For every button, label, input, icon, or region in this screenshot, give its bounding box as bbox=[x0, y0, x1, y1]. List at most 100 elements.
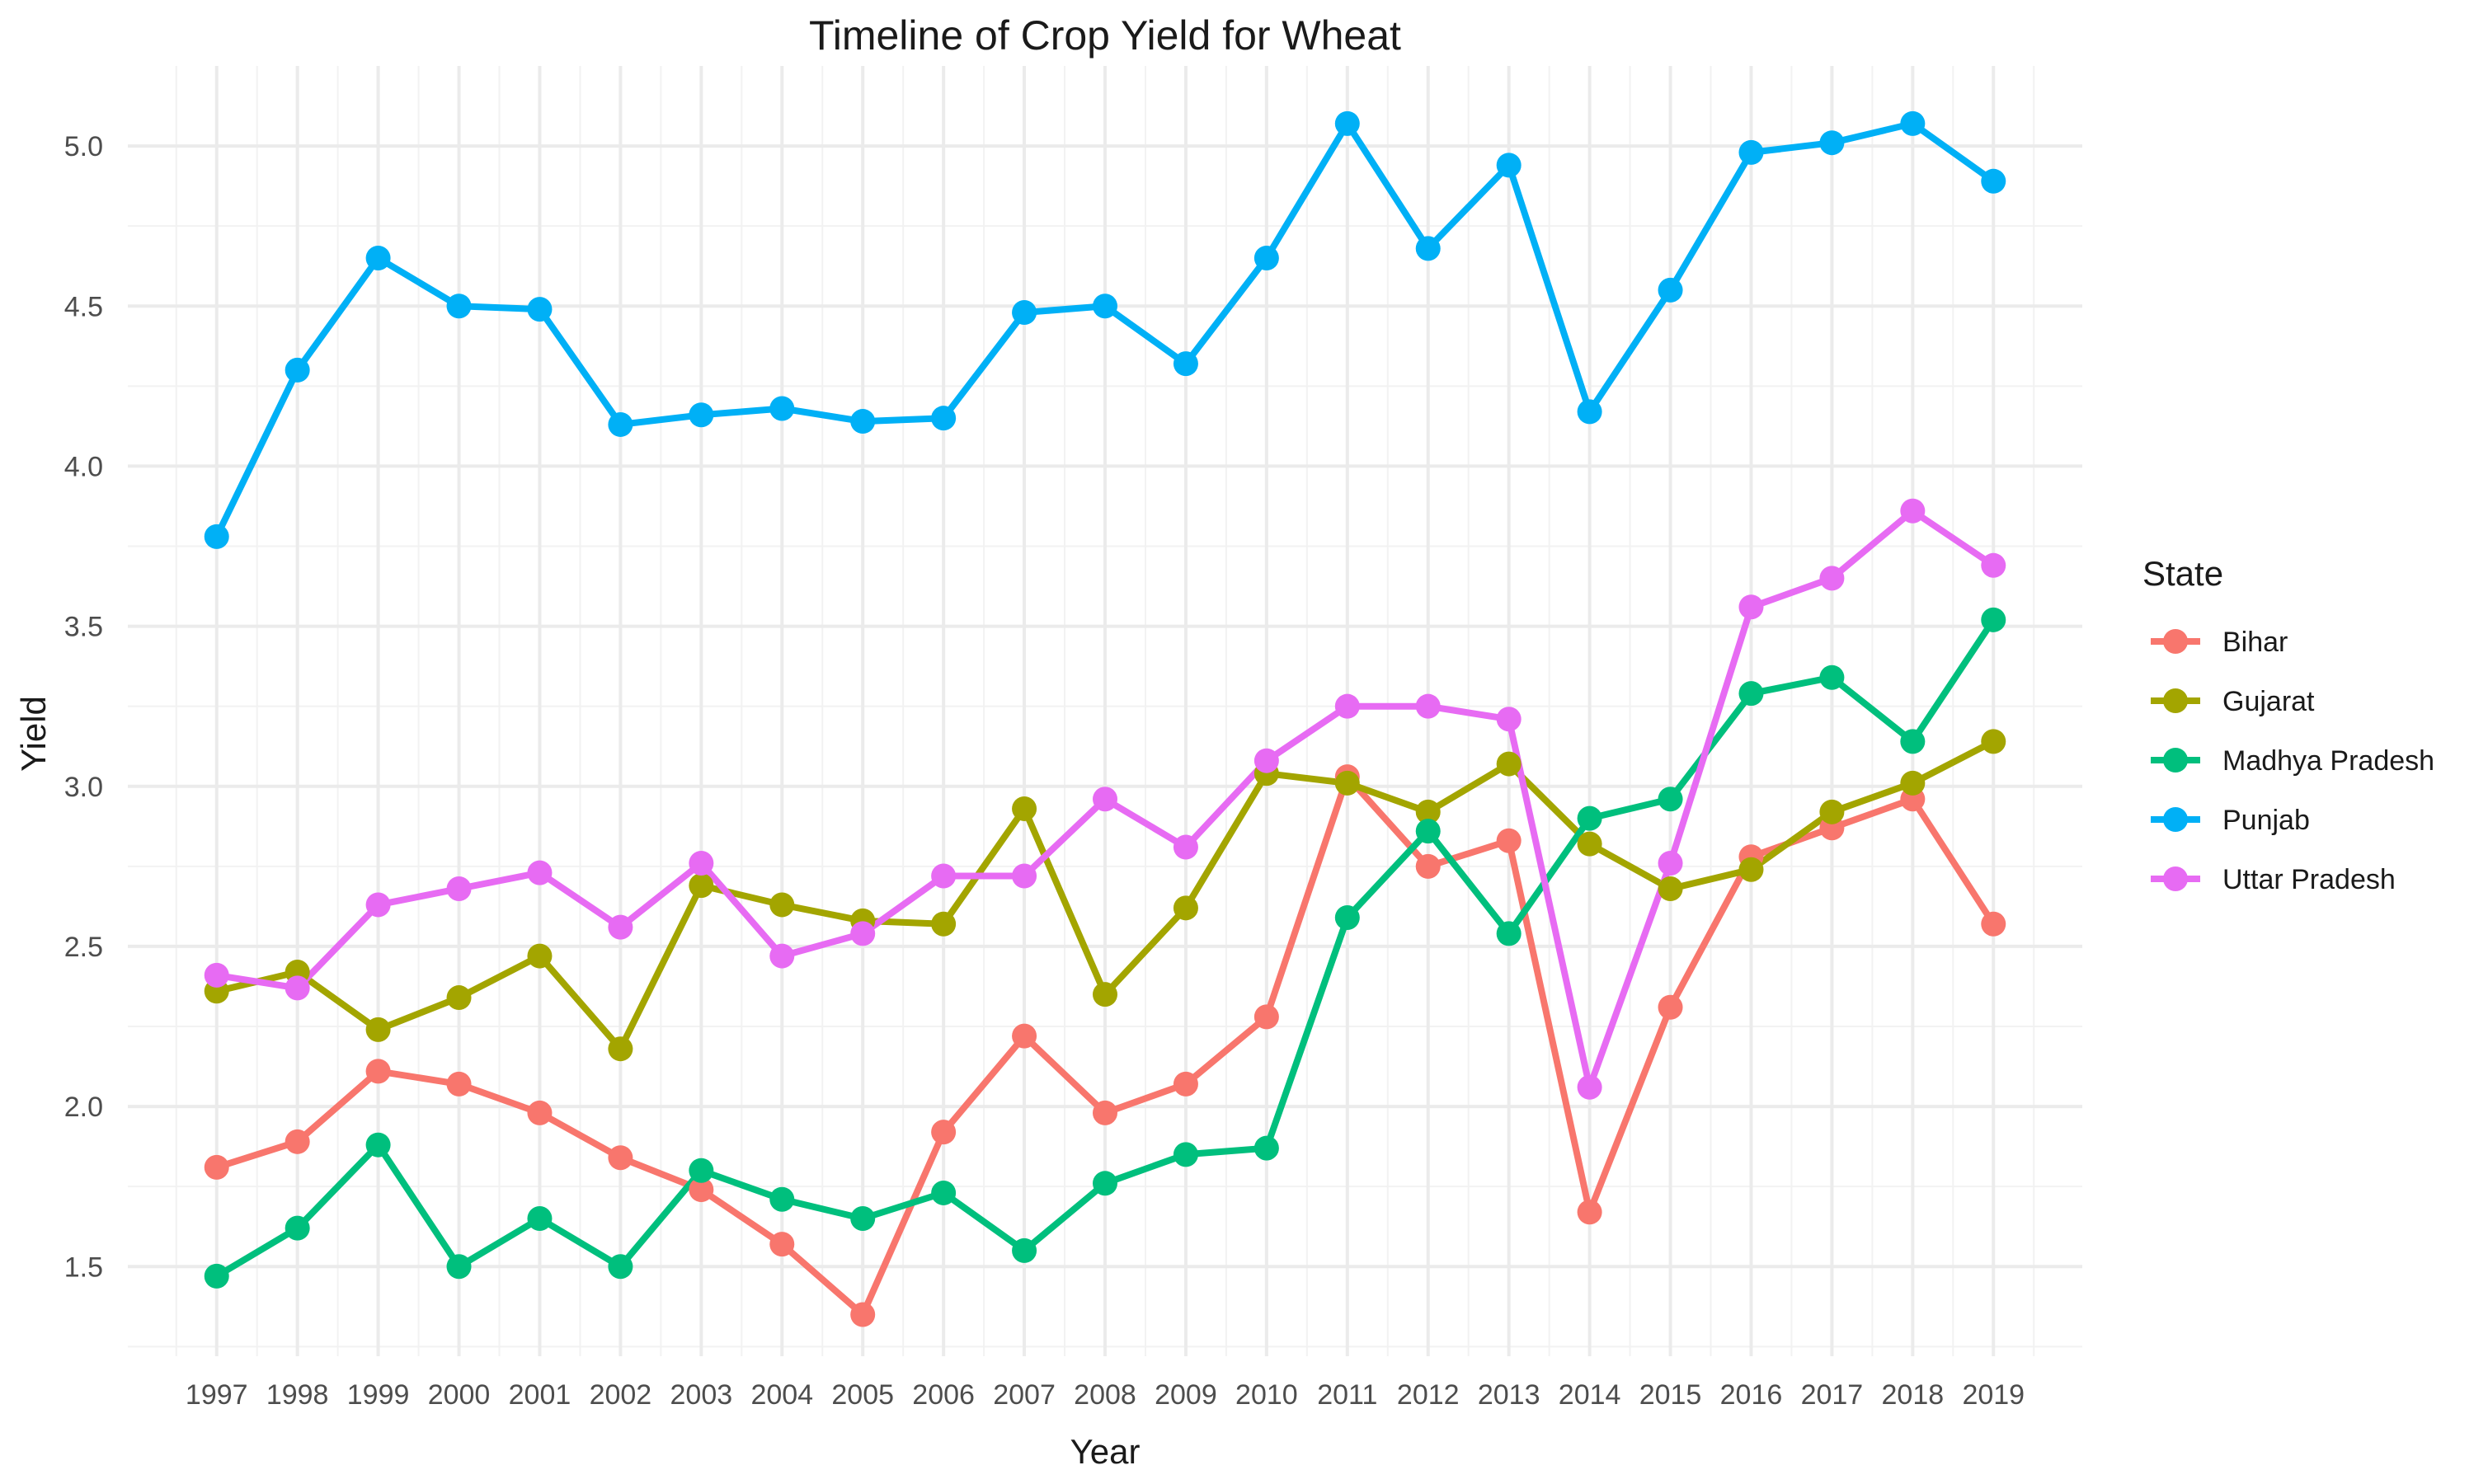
data-point-gujarat bbox=[446, 985, 472, 1011]
data-point-uttar-pradesh bbox=[1415, 693, 1441, 719]
y-tick-label: 1.5 bbox=[64, 1252, 103, 1283]
data-point-gujarat bbox=[1819, 799, 1845, 824]
data-point-punjab bbox=[527, 297, 553, 322]
data-point-bihar bbox=[1093, 1100, 1117, 1125]
data-point-gujarat bbox=[769, 892, 795, 918]
data-point-uttar-pradesh bbox=[446, 876, 472, 902]
data-point-gujarat bbox=[365, 1017, 391, 1042]
x-tick-label: 2004 bbox=[750, 1379, 813, 1411]
x-tick-label: 2015 bbox=[1639, 1379, 1702, 1411]
y-tick-label: 4.0 bbox=[64, 451, 103, 482]
x-tick-label: 2013 bbox=[1478, 1379, 1540, 1411]
data-point-madhya-pradesh bbox=[1981, 607, 2006, 632]
data-point-bihar bbox=[527, 1100, 553, 1125]
data-point-punjab bbox=[1415, 236, 1441, 261]
data-point-uttar-pradesh bbox=[1253, 748, 1279, 773]
data-point-gujarat bbox=[608, 1036, 633, 1062]
data-point-madhya-pradesh bbox=[1496, 921, 1522, 946]
x-tick-label: 2016 bbox=[1720, 1379, 1783, 1411]
data-point-bihar bbox=[446, 1071, 472, 1097]
data-point-punjab bbox=[1093, 294, 1117, 319]
data-point-punjab bbox=[1334, 110, 1360, 136]
y-tick-label: 5.0 bbox=[64, 131, 103, 162]
x-tick-label: 2010 bbox=[1235, 1379, 1298, 1411]
data-point-gujarat bbox=[1012, 796, 1037, 821]
data-point-madhya-pradesh bbox=[931, 1180, 957, 1205]
x-tick-label: 2001 bbox=[509, 1379, 571, 1411]
data-point-punjab bbox=[285, 357, 310, 383]
data-point-madhya-pradesh bbox=[1819, 665, 1845, 690]
data-point-bihar bbox=[931, 1120, 957, 1145]
data-point-punjab bbox=[1738, 139, 1764, 165]
data-point-punjab bbox=[1658, 277, 1683, 303]
x-tick-label: 2002 bbox=[590, 1379, 652, 1411]
data-point-punjab bbox=[365, 246, 391, 271]
legend-label-gujarat: Gujarat bbox=[2222, 686, 2315, 717]
chart-title: Timeline of Crop Yield for Wheat bbox=[809, 12, 1401, 59]
legend-key-point-gujarat bbox=[2163, 688, 2188, 713]
x-tick-label: 1998 bbox=[266, 1379, 329, 1411]
data-point-bihar bbox=[1577, 1200, 1602, 1225]
data-point-madhya-pradesh bbox=[446, 1254, 472, 1280]
data-point-punjab bbox=[1173, 351, 1198, 377]
legend-key-point-uttar-pradesh bbox=[2163, 866, 2188, 891]
legend-key-point-madhya-pradesh bbox=[2163, 748, 2188, 773]
x-tick-label: 2012 bbox=[1397, 1379, 1460, 1411]
data-point-madhya-pradesh bbox=[527, 1206, 553, 1232]
data-point-punjab bbox=[204, 524, 229, 549]
data-point-uttar-pradesh bbox=[1577, 1074, 1602, 1100]
data-point-uttar-pradesh bbox=[1496, 707, 1522, 732]
data-point-bihar bbox=[1173, 1071, 1198, 1097]
data-point-madhya-pradesh bbox=[608, 1254, 633, 1280]
data-point-punjab bbox=[1577, 399, 1602, 425]
data-point-uttar-pradesh bbox=[1738, 594, 1764, 620]
data-point-gujarat bbox=[1577, 831, 1602, 857]
data-point-madhya-pradesh bbox=[850, 1206, 876, 1232]
data-point-uttar-pradesh bbox=[608, 914, 633, 940]
data-point-uttar-pradesh bbox=[527, 860, 553, 885]
legend-label-uttar-pradesh: Uttar Pradesh bbox=[2222, 864, 2396, 895]
data-point-bihar bbox=[1981, 911, 2006, 937]
data-point-uttar-pradesh bbox=[931, 863, 957, 889]
data-point-madhya-pradesh bbox=[1577, 805, 1602, 831]
x-tick-label: 2017 bbox=[1801, 1379, 1864, 1411]
data-point-punjab bbox=[1819, 130, 1845, 156]
x-tick-label: 2005 bbox=[831, 1379, 894, 1411]
legend-key-point-bihar bbox=[2163, 629, 2188, 654]
x-tick-label: 2000 bbox=[428, 1379, 491, 1411]
data-point-gujarat bbox=[1738, 857, 1764, 882]
x-tick-label: 2008 bbox=[1074, 1379, 1136, 1411]
data-point-punjab bbox=[1981, 168, 2006, 194]
data-point-uttar-pradesh bbox=[1173, 834, 1198, 860]
data-point-bihar bbox=[689, 1177, 714, 1203]
data-point-madhya-pradesh bbox=[1658, 787, 1683, 812]
y-axis-tick-labels: 1.5 2.0 2.5 3.0 3.5 4.0 4.5 5.0 bbox=[64, 131, 103, 1283]
data-point-madhya-pradesh bbox=[365, 1132, 391, 1158]
data-point-bihar bbox=[285, 1129, 310, 1154]
data-point-uttar-pradesh bbox=[1981, 552, 2006, 578]
series-points bbox=[204, 110, 2006, 1327]
x-tick-label: 2007 bbox=[993, 1379, 1056, 1411]
data-point-gujarat bbox=[1981, 729, 2006, 754]
x-tick-label: 1997 bbox=[186, 1379, 248, 1411]
x-tick-label: 2014 bbox=[1559, 1379, 1621, 1411]
legend-label-bihar: Bihar bbox=[2222, 627, 2288, 658]
data-point-gujarat bbox=[527, 943, 553, 969]
data-point-gujarat bbox=[1496, 751, 1522, 777]
data-point-uttar-pradesh bbox=[1334, 693, 1360, 719]
legend-label-punjab: Punjab bbox=[2222, 805, 2310, 836]
data-point-bihar bbox=[850, 1302, 876, 1327]
data-point-gujarat bbox=[931, 911, 957, 937]
data-point-punjab bbox=[446, 294, 472, 319]
data-point-punjab bbox=[689, 402, 714, 428]
x-axis-title: Year bbox=[1070, 1432, 1141, 1471]
data-point-bihar bbox=[365, 1059, 391, 1084]
data-point-uttar-pradesh bbox=[850, 921, 876, 946]
data-point-gujarat bbox=[1093, 982, 1117, 1007]
legend-key-point-punjab bbox=[2163, 807, 2188, 832]
data-point-bihar bbox=[1253, 1004, 1279, 1030]
data-point-bihar bbox=[204, 1154, 229, 1180]
legend: State Bihar Gujarat Madhya Pradesh Punjab Ut… bbox=[2142, 554, 2434, 895]
